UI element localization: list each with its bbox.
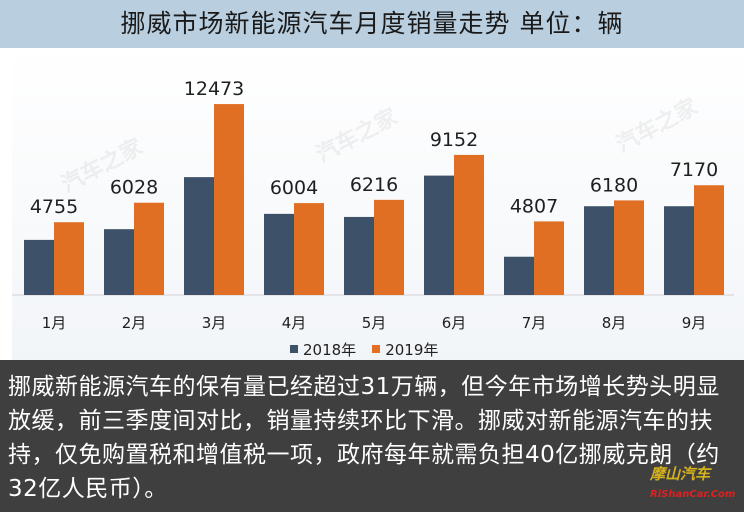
bar-2019-9 — [694, 185, 724, 295]
bar-2018-4 — [264, 213, 294, 295]
bar-2019-8 — [614, 200, 644, 295]
bar-2019-2 — [134, 202, 164, 295]
x-tick-label-4: 4月 — [282, 314, 307, 332]
legend-item-2019: 2019年 — [372, 339, 438, 360]
bar-2018-9 — [664, 206, 694, 295]
bar-2018-5 — [344, 216, 374, 295]
legend-swatch-2018 — [290, 345, 298, 353]
bar-2018-7 — [504, 256, 534, 295]
bar-2019-7 — [534, 221, 564, 295]
site-stamp: 摩山汽车 — [650, 465, 711, 483]
data-label-5: 6216 — [350, 174, 398, 196]
chart-title: 挪威市场新能源汽车月度销量走势 单位：辆 — [120, 9, 624, 38]
bar-2018-1 — [24, 239, 54, 295]
data-label-4: 6004 — [270, 177, 318, 199]
bar-2019-5 — [374, 199, 404, 295]
legend-label-2019: 2019年 — [385, 340, 439, 359]
description-text: 挪威新能源汽车的保有量已经超过31万辆，但今年市场增长势头明显放缓，前三季度间对… — [8, 374, 720, 502]
x-tick-label-5: 5月 — [362, 314, 387, 332]
site-stamp-url: RiShanCar.Com — [650, 489, 736, 500]
data-label-3: 12473 — [184, 78, 244, 100]
chart-area: 4755 1月 6028 2月 12473 3月 6004 4月 6216 5月 9152 6月 480… — [12, 48, 744, 360]
bar-chart: 4755 1月 6028 2月 12473 3月 6004 4月 6216 5月 9152 6月 480… — [12, 78, 734, 332]
data-label-9: 7170 — [670, 159, 718, 181]
bar-2018-3 — [184, 177, 214, 295]
x-tick-label-3: 3月 — [202, 314, 227, 332]
x-tick-label-8: 8月 — [602, 314, 627, 332]
bar-2019-3 — [214, 104, 244, 295]
legend-label-2018: 2018年 — [303, 340, 357, 359]
x-tick-label-9: 9月 — [682, 314, 707, 332]
x-tick-label-6: 6月 — [442, 314, 467, 332]
description-panel: 挪威新能源汽车的保有量已经超过31万辆，但今年市场增长势头明显放缓，前三季度间对… — [0, 360, 744, 512]
bar-2019-1 — [54, 222, 84, 295]
data-label-6: 9152 — [430, 129, 478, 151]
title-bar: 挪威市场新能源汽车月度销量走势 单位：辆 — [0, 0, 744, 48]
x-tick-label-2: 2月 — [122, 314, 147, 332]
bar-2018-6 — [424, 175, 454, 295]
chart-legend: 2018年 2019年 — [290, 339, 454, 360]
legend-swatch-2019 — [372, 345, 381, 353]
bar-2018-8 — [584, 206, 614, 295]
bar-2018-2 — [104, 229, 134, 295]
bar-2019-6 — [454, 154, 484, 295]
data-label-7: 4807 — [510, 195, 558, 217]
data-label-1: 4755 — [30, 196, 78, 218]
legend-item-2018: 2018年 — [290, 339, 356, 360]
data-label-8: 6180 — [590, 174, 638, 196]
x-tick-label-7: 7月 — [522, 314, 547, 332]
x-tick-label-1: 1月 — [42, 314, 67, 332]
data-label-2: 6028 — [110, 177, 158, 199]
bar-2019-4 — [294, 203, 324, 295]
